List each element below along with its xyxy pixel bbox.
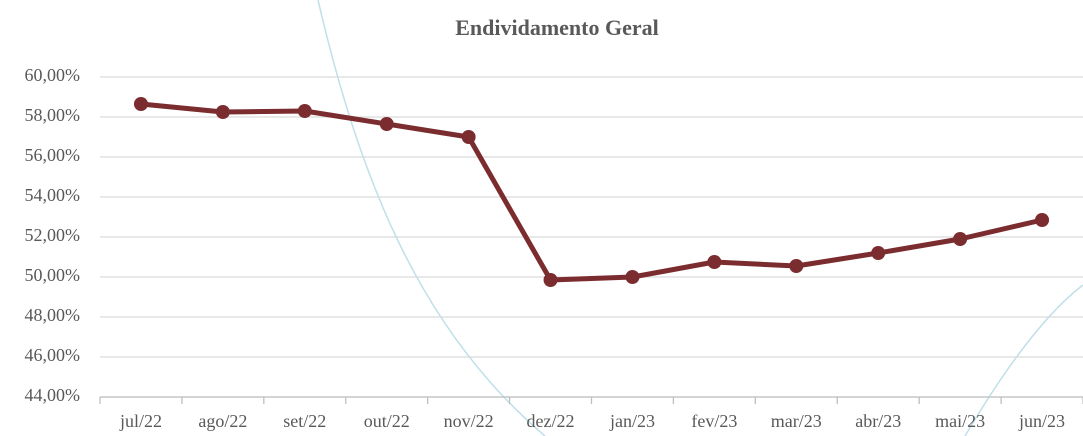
x-tick-label: jun/23: [1018, 411, 1065, 431]
decor-curve: [964, 284, 1083, 436]
marker: [953, 232, 968, 246]
y-tick-label: 56,00%: [25, 145, 81, 165]
x-tick-label: fev/23: [691, 411, 737, 431]
marker: [379, 117, 394, 131]
marker: [543, 273, 558, 287]
x-tick-label: ago/22: [198, 411, 247, 431]
y-tick-label: 48,00%: [25, 305, 81, 325]
y-tick-label: 54,00%: [25, 185, 81, 205]
y-tick-label: 60,00%: [25, 65, 81, 85]
chart-title: Endividamento Geral: [455, 15, 659, 40]
x-tick-label: jul/22: [119, 411, 162, 431]
marker: [297, 104, 312, 118]
y-tick-label: 46,00%: [25, 345, 81, 365]
y-tick-label: 44,00%: [25, 385, 81, 405]
x-tick-label: mai/23: [935, 411, 985, 431]
x-tick-label: dez/22: [527, 411, 575, 431]
x-tick-label: abr/23: [855, 411, 901, 431]
x-tick-label: mar/23: [771, 411, 822, 431]
marker: [625, 270, 640, 284]
x-tick-label: set/22: [283, 411, 326, 431]
marker: [133, 97, 148, 111]
marker: [461, 130, 476, 144]
marker: [215, 105, 230, 119]
x-tick-label: out/22: [364, 411, 410, 431]
marker: [1035, 213, 1050, 227]
x-tick-label: jan/23: [609, 411, 655, 431]
decor-curve: [317, 0, 546, 436]
y-tick-label: 52,00%: [25, 225, 81, 245]
y-tick-label: 50,00%: [25, 265, 81, 285]
line: [140, 101, 1043, 283]
marker: [707, 255, 722, 269]
marker: [789, 259, 804, 273]
marker: [871, 246, 886, 260]
x-tick-label: nov/22: [444, 411, 494, 431]
y-tick-label: 58,00%: [25, 105, 81, 125]
